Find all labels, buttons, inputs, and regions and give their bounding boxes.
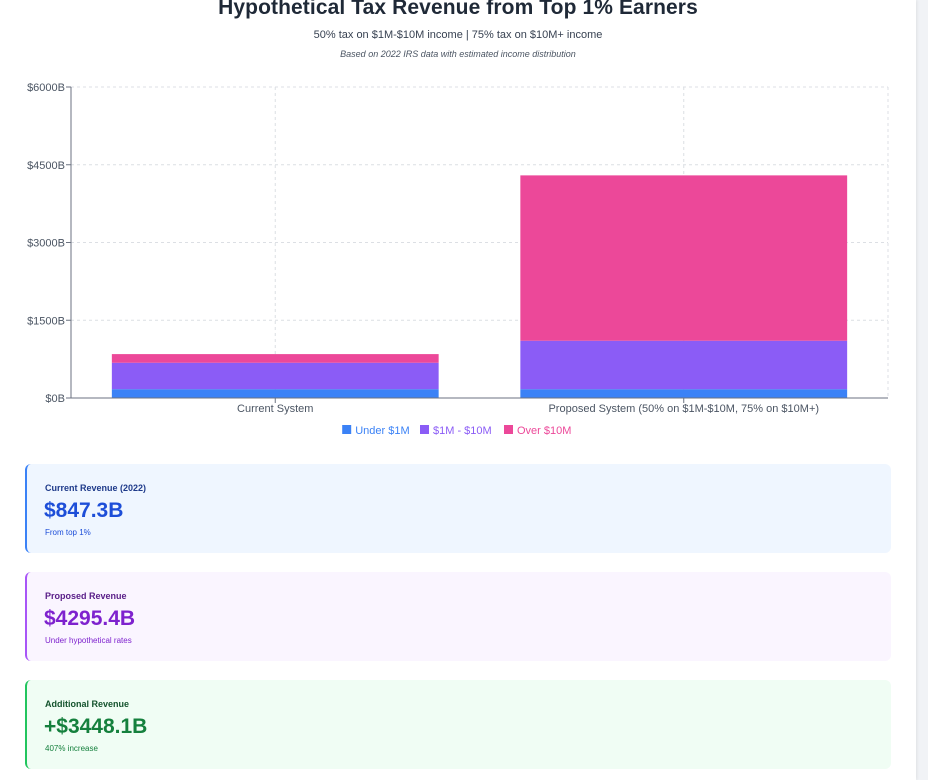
proposed-revenue-note: Under hypothetical rates — [45, 636, 132, 645]
legend-swatch — [342, 425, 352, 434]
proposed-revenue-label: Proposed Revenue — [45, 591, 127, 601]
revenue-bar-chart: $0B $1500B $3000B $4500B $6000B Current Syste… — [27, 82, 889, 437]
legend-label: Under $1M — [355, 425, 409, 437]
current-revenue-note: From top 1% — [45, 528, 91, 537]
y-tick-label: $0B — [45, 393, 65, 405]
y-tick-label: $3000B — [27, 238, 65, 250]
page-title: Hypothetical Tax Revenue from Top 1% Ear… — [218, 0, 698, 19]
legend-label: Over $10M — [517, 425, 571, 437]
y-tick-label: $6000B — [27, 82, 65, 94]
bar-segment — [520, 175, 848, 341]
current-revenue-card: Current Revenue (2022) $847.3B From top … — [25, 464, 891, 553]
legend-label: $1M - $10M — [433, 425, 492, 437]
x-tick-label: Proposed System (50% on $1M-$10M, 75% on… — [548, 403, 819, 415]
proposed-revenue-value: $4295.4B — [44, 607, 136, 630]
additional-revenue-label: Additional Revenue — [45, 699, 130, 709]
bar-segment — [111, 354, 439, 363]
x-tick-label: Current System — [237, 403, 313, 415]
current-revenue-value: $847.3B — [44, 499, 124, 522]
y-tick-label: $1500B — [27, 315, 65, 327]
data-source-note: Based on 2022 IRS data with estimated in… — [340, 49, 576, 59]
bar-segment — [520, 389, 848, 398]
bar-segment — [111, 389, 439, 398]
legend-swatch — [420, 425, 429, 434]
y-tick-label: $4500B — [27, 160, 65, 172]
page-subtitle: 50% tax on $1M-$10M income | 75% tax on … — [313, 29, 603, 41]
additional-revenue-note: 407% increase — [45, 744, 98, 753]
additional-revenue-value: +$3448.1B — [44, 715, 148, 738]
additional-revenue-card: Additional Revenue +$3448.1B 407% increa… — [25, 680, 891, 769]
bar-segment — [111, 362, 439, 390]
legend-swatch — [504, 425, 513, 434]
current-revenue-label: Current Revenue (2022) — [45, 483, 147, 493]
proposed-revenue-card: Proposed Revenue $4295.4B Under hypothet… — [25, 572, 891, 661]
bar-segment — [520, 340, 848, 390]
